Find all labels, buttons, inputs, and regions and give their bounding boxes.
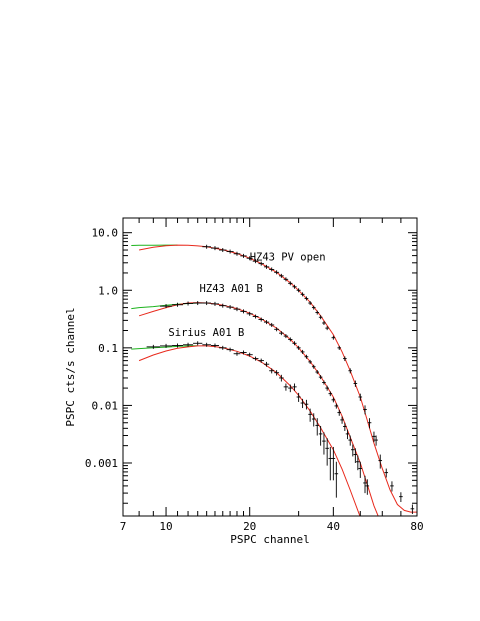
- x-tick-label: 7: [120, 520, 127, 533]
- y-axis-label: PSPC cts/s channel: [64, 307, 77, 426]
- x-tick-label: 10: [159, 520, 172, 533]
- series-group: [131, 301, 379, 516]
- plot-frame: [122, 217, 418, 517]
- series-label: HZ43 A01 B: [200, 283, 263, 295]
- y-tick-label: 1.0: [98, 284, 118, 297]
- model-red-line: [139, 244, 417, 513]
- y-tick-label: 0.001: [85, 457, 118, 470]
- y-tick-label: 10.0: [92, 227, 119, 240]
- y-tick-label: 0.1: [98, 342, 118, 355]
- x-tick-label: 20: [243, 520, 256, 533]
- model-red-line: [138, 345, 361, 516]
- y-tick-label: 0.01: [92, 399, 119, 412]
- x-tick-label: 80: [410, 520, 423, 533]
- series-label: Sirius A01 B: [168, 327, 244, 339]
- series-group: [131, 244, 417, 514]
- series-label: HZ43 PV open: [250, 251, 326, 263]
- series-group: [131, 341, 361, 516]
- x-axis-label: PSPC channel: [230, 533, 309, 546]
- x-tick-label: 40: [327, 520, 340, 533]
